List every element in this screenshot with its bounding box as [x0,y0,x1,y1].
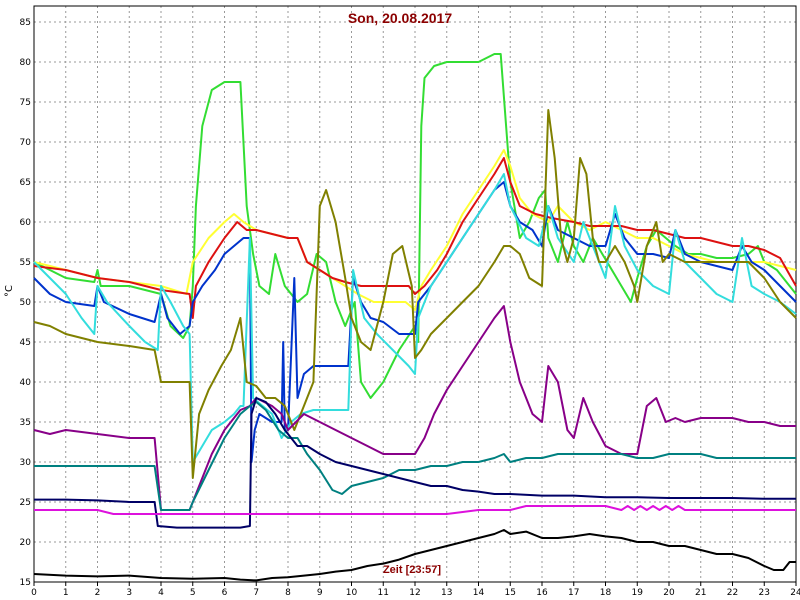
y-tick-label: 40 [20,378,32,388]
y-tick-label: 85 [20,18,31,28]
y-tick-label: 60 [20,218,32,228]
series-line-1 [33,53,797,399]
x-tick-label: 11 [378,588,389,598]
series-line-11 [33,529,796,582]
x-tick-label: 12 [409,588,420,598]
x-tick-label: 17 [568,588,579,598]
y-axis-label: °C [4,285,15,297]
y-tick-label: 65 [20,178,31,188]
series-line-2 [33,149,797,311]
series-group [33,53,797,582]
y-tick-label: 55 [20,258,31,268]
x-tick-label: 6 [222,588,228,598]
x-tick-label: 5 [190,588,196,598]
series-line-10 [34,505,796,515]
series-line-5 [33,173,797,463]
y-tick-label: 35 [20,418,31,428]
x-tick-label: 10 [346,588,358,598]
x-tick-label: 18 [600,588,612,598]
x-tick-label: 15 [505,588,516,598]
x-tick-label: 13 [441,588,452,598]
series-line-7 [33,305,796,511]
series-line-9 [34,397,796,529]
y-tick-label: 45 [20,338,31,348]
x-tick-label: 20 [663,588,675,598]
y-tick-label: 75 [20,98,31,108]
x-tick-label: 0 [31,588,37,598]
x-tick-label: 16 [536,588,548,598]
x-tick-label: 3 [126,588,132,598]
y-tick-label: 80 [20,58,32,68]
x-tick-label: 8 [285,588,291,598]
series-line-8 [34,401,796,511]
series-line-6 [33,109,797,479]
x-tick-label: 21 [695,588,706,598]
x-axis: 0 1 2 3 4 5 6 7 8 9 10 11 12 13 14 15 16 17 18 19 20 21 22 23 24 [31,582,800,598]
y-tick-label: 50 [20,298,32,308]
x-tick-label: 7 [253,588,259,598]
chart-title: Son, 20.08.2017 [348,10,453,26]
x-tick-label: 1 [63,588,69,598]
y-tick-label: 25 [20,498,31,508]
x-tick-label: 23 [759,588,770,598]
y-axis: 15 20 25 30 35 40 45 50 55 60 65 70 75 80 85 [20,18,32,588]
x-tick-label: 14 [473,588,485,598]
x-tick-label: 9 [317,588,323,598]
x-tick-label: 19 [632,588,644,598]
x-tick-label: 24 [790,588,800,598]
y-tick-label: 70 [20,138,32,148]
series-line-3 [33,157,797,319]
x-tick-label: 4 [158,588,164,598]
x-tick-label: 22 [727,588,738,598]
x-tick-label: 2 [95,588,101,598]
y-tick-label: 15 [20,578,31,588]
y-tick-label: 30 [20,458,32,468]
y-tick-label: 20 [20,538,32,548]
time-label: Zeit [23:57] [383,564,441,576]
